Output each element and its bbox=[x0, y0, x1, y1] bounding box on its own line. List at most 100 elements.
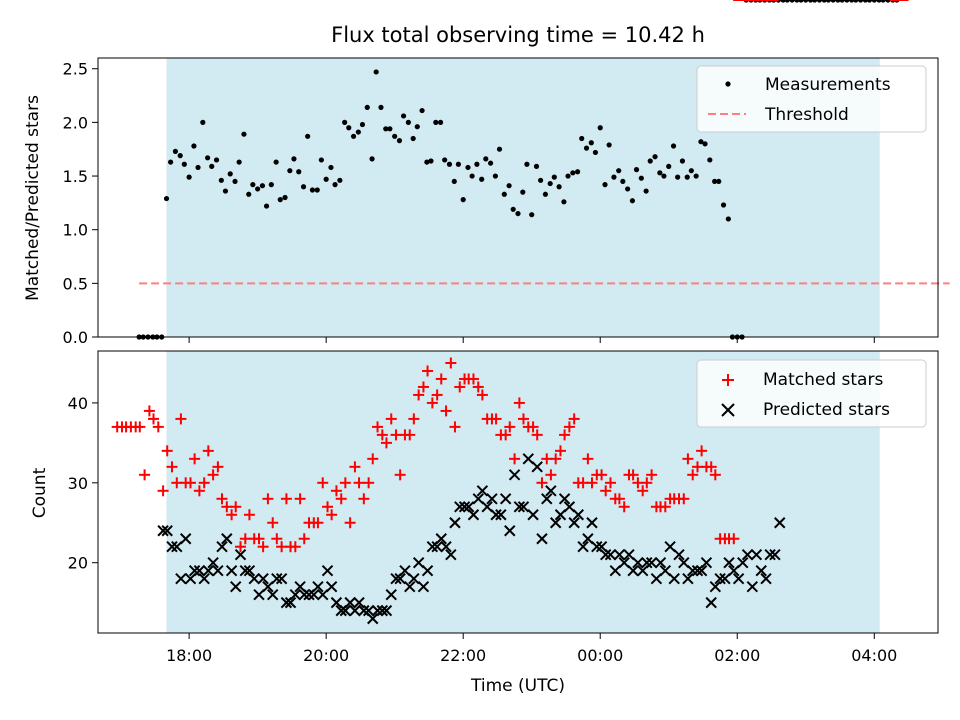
bottom-x-tick-label: 22:00 bbox=[440, 646, 486, 665]
matched-star-point bbox=[243, 509, 255, 521]
legend-matched-label: Matched stars bbox=[763, 370, 883, 390]
measurement-point bbox=[602, 182, 608, 188]
predicted-star-point bbox=[325, 580, 338, 593]
matched-star-point bbox=[353, 477, 365, 489]
predicted-star-point bbox=[472, 493, 484, 505]
measurement-point bbox=[364, 104, 370, 110]
predicted-star-point bbox=[755, 564, 767, 577]
matched-star-point bbox=[536, 477, 548, 489]
predicted-star-point bbox=[445, 549, 457, 561]
matched-star-point bbox=[682, 453, 694, 465]
matched-star-point bbox=[545, 469, 557, 481]
measurement-point bbox=[570, 170, 576, 176]
matched-star-point bbox=[417, 381, 429, 393]
predicted-star-point bbox=[253, 588, 265, 601]
measurement-point bbox=[200, 119, 206, 125]
measurement-point bbox=[405, 119, 411, 125]
predicted-star-point bbox=[764, 549, 776, 561]
predicted-star-point bbox=[481, 501, 493, 513]
predicted-star-point bbox=[202, 564, 215, 577]
bottom-panel: 20 30 40 18:00 20:00 22:00 00:00 02:00 04:00 Ti… bbox=[30, 0, 939, 696]
predicted-star-point bbox=[280, 596, 293, 609]
predicted-star-point bbox=[308, 588, 320, 601]
predicted-star-point bbox=[476, 485, 489, 497]
measurement-point bbox=[396, 138, 403, 144]
measurement-point bbox=[684, 174, 690, 180]
measurement-point bbox=[433, 119, 439, 125]
measurement-point bbox=[282, 194, 288, 201]
predicted-star-point bbox=[353, 596, 365, 609]
predicted-star-point bbox=[390, 572, 402, 585]
predicted-star-point bbox=[541, 493, 553, 505]
predicted-star-point bbox=[380, 604, 393, 617]
measurement-point bbox=[606, 142, 612, 148]
predicted-star-point bbox=[604, 549, 617, 561]
matched-star-point bbox=[705, 461, 717, 473]
matched-star-point bbox=[568, 413, 580, 425]
measurement-points bbox=[136, 0, 900, 340]
matched-star-point bbox=[659, 501, 671, 513]
measurement-point bbox=[259, 183, 266, 189]
predicted-star-point bbox=[632, 556, 644, 569]
top-y-ticks: 0.0 0.5 1.0 1.5 2.0 2.5 bbox=[63, 60, 98, 347]
measurement-point bbox=[487, 160, 494, 166]
measurement-point bbox=[693, 173, 699, 179]
predicted-star-point bbox=[536, 533, 548, 545]
measurement-point bbox=[332, 182, 338, 188]
matched-star-point bbox=[358, 493, 370, 505]
predicted-star-point bbox=[454, 501, 466, 513]
measurement-point bbox=[428, 158, 434, 164]
matched-star-point bbox=[646, 469, 658, 481]
predicted-star-point bbox=[362, 604, 375, 617]
bottom-y-ticks: 20 30 40 bbox=[68, 394, 98, 573]
matched-star-point bbox=[326, 509, 338, 521]
predicted-star-point bbox=[595, 541, 608, 553]
predicted-star-point bbox=[275, 572, 288, 585]
matched-star-point bbox=[152, 421, 164, 433]
legend-predicted-label: Predicted stars bbox=[763, 400, 890, 420]
predicted-star-point bbox=[495, 509, 507, 521]
measurement-point bbox=[647, 158, 653, 164]
predicted-star-point bbox=[221, 533, 233, 545]
measurement-point bbox=[538, 177, 544, 183]
predicted-star-point bbox=[558, 493, 571, 505]
predicted-star-point bbox=[554, 509, 567, 521]
predicted-star-point bbox=[636, 564, 649, 577]
bottom-y-axis-label: Count bbox=[30, 467, 50, 518]
measurement-point bbox=[337, 177, 343, 183]
matched-star-point bbox=[253, 533, 265, 545]
predicted-star-point bbox=[673, 549, 685, 561]
matched-star-point bbox=[476, 389, 488, 401]
predicted-star-point bbox=[404, 580, 416, 593]
measurement-point bbox=[510, 206, 516, 212]
matched-star-point bbox=[363, 477, 375, 489]
predicted-star-point bbox=[664, 541, 676, 553]
measurement-point bbox=[195, 164, 201, 171]
matched-star-point bbox=[294, 493, 306, 505]
measurement-point bbox=[232, 178, 238, 185]
predicted-star-point bbox=[687, 564, 699, 577]
matched-star-point bbox=[613, 493, 625, 505]
predicted-star-point bbox=[458, 501, 471, 513]
matched-star-point bbox=[235, 541, 247, 553]
matched-star-point bbox=[504, 421, 516, 433]
matched-star-point bbox=[147, 413, 159, 425]
predicted-star-point bbox=[234, 549, 247, 561]
measurement-point bbox=[346, 125, 352, 131]
measurement-point bbox=[520, 189, 526, 195]
matched-star-point bbox=[394, 469, 406, 481]
predicted-star-point bbox=[719, 572, 731, 585]
measurement-point bbox=[309, 187, 316, 193]
measurement-point bbox=[657, 170, 663, 176]
measurement-point bbox=[529, 212, 535, 218]
measurement-point bbox=[501, 191, 507, 197]
measurement-point bbox=[255, 186, 261, 192]
predicted-star-point bbox=[659, 564, 672, 577]
measurement-point bbox=[533, 163, 540, 169]
predicted-star-point bbox=[549, 517, 562, 529]
matched-star-point bbox=[385, 413, 397, 425]
predicted-star-point bbox=[157, 525, 169, 537]
measurement-point bbox=[561, 199, 567, 205]
measurement-point bbox=[611, 174, 617, 180]
predicted-star-point bbox=[344, 596, 356, 609]
